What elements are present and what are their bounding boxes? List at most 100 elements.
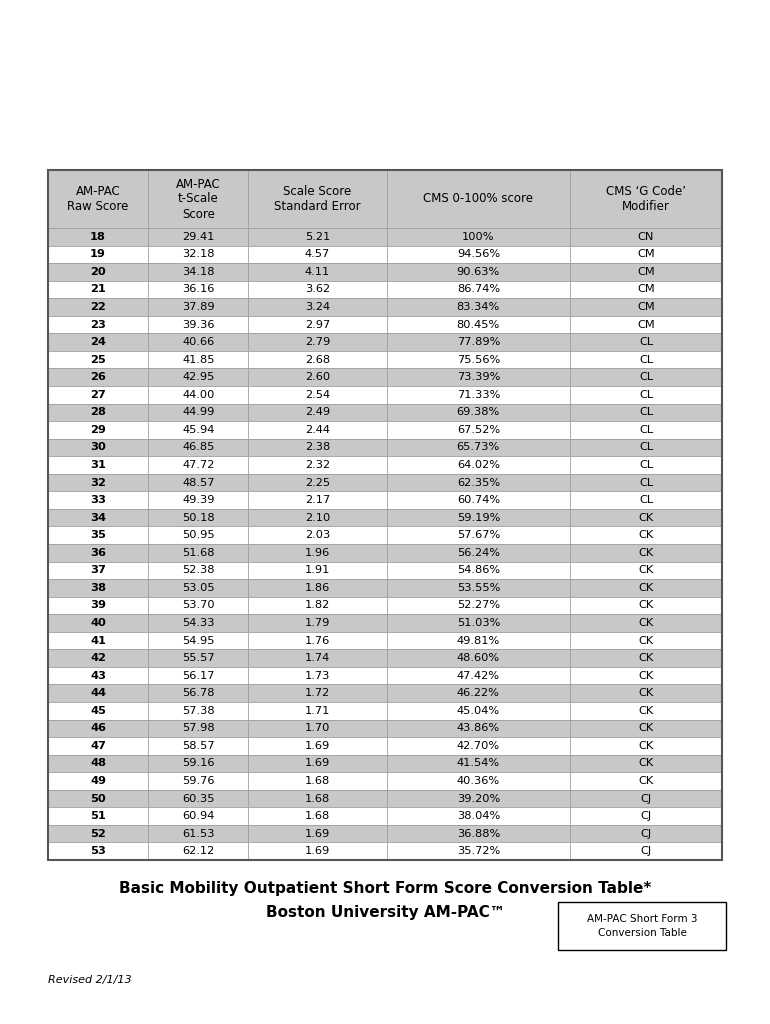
Text: 51: 51 bbox=[90, 811, 106, 821]
Text: CN: CN bbox=[638, 231, 654, 242]
Text: 52: 52 bbox=[90, 828, 106, 839]
Bar bbox=[48, 228, 149, 246]
Text: 2.03: 2.03 bbox=[305, 530, 330, 541]
Bar bbox=[249, 228, 387, 246]
Text: 49.81%: 49.81% bbox=[457, 636, 500, 645]
Text: 2.97: 2.97 bbox=[305, 319, 330, 330]
Text: 36.88%: 36.88% bbox=[457, 828, 500, 839]
Bar bbox=[387, 702, 570, 720]
Text: CM: CM bbox=[637, 285, 654, 295]
Bar bbox=[387, 649, 570, 667]
Bar bbox=[387, 421, 570, 438]
Bar bbox=[570, 561, 722, 580]
Bar bbox=[149, 281, 249, 298]
Text: 57.98: 57.98 bbox=[182, 723, 215, 733]
Text: 2.44: 2.44 bbox=[305, 425, 330, 435]
Bar bbox=[570, 667, 722, 684]
Text: 41: 41 bbox=[90, 636, 106, 645]
Bar bbox=[387, 281, 570, 298]
Bar bbox=[149, 632, 249, 649]
Bar bbox=[570, 614, 722, 632]
Text: 58.57: 58.57 bbox=[182, 741, 215, 751]
Text: 44: 44 bbox=[90, 688, 106, 698]
Bar bbox=[48, 807, 149, 825]
Bar bbox=[249, 667, 387, 684]
Bar bbox=[570, 843, 722, 860]
Bar bbox=[249, 755, 387, 772]
Text: 59.76: 59.76 bbox=[182, 776, 215, 786]
Text: 83.34%: 83.34% bbox=[457, 302, 500, 312]
Bar bbox=[48, 246, 149, 263]
Bar bbox=[249, 298, 387, 315]
Bar bbox=[48, 474, 149, 492]
Text: 26: 26 bbox=[90, 372, 106, 382]
Bar bbox=[48, 632, 149, 649]
Bar bbox=[249, 369, 387, 386]
Text: 71.33%: 71.33% bbox=[457, 390, 500, 399]
Text: 46.22%: 46.22% bbox=[457, 688, 500, 698]
Text: CK: CK bbox=[638, 776, 654, 786]
Text: 100%: 100% bbox=[462, 231, 494, 242]
Text: 41.85: 41.85 bbox=[182, 354, 215, 365]
Bar bbox=[570, 509, 722, 526]
Text: 56.78: 56.78 bbox=[182, 688, 215, 698]
Text: CK: CK bbox=[638, 636, 654, 645]
Text: CM: CM bbox=[637, 267, 654, 276]
Bar bbox=[149, 597, 249, 614]
Bar bbox=[249, 544, 387, 561]
Text: CK: CK bbox=[638, 618, 654, 628]
Text: 45: 45 bbox=[90, 706, 106, 716]
Text: 3.24: 3.24 bbox=[305, 302, 330, 312]
Text: 1.68: 1.68 bbox=[305, 794, 330, 804]
Bar bbox=[387, 737, 570, 755]
Bar bbox=[387, 263, 570, 281]
Bar bbox=[249, 403, 387, 421]
Bar bbox=[149, 843, 249, 860]
Bar bbox=[570, 544, 722, 561]
Text: 67.52%: 67.52% bbox=[457, 425, 500, 435]
Bar bbox=[149, 492, 249, 509]
Bar bbox=[48, 702, 149, 720]
Bar bbox=[387, 170, 570, 228]
Bar bbox=[149, 509, 249, 526]
Text: 62.35%: 62.35% bbox=[457, 477, 500, 487]
Text: CK: CK bbox=[638, 600, 654, 610]
Bar bbox=[149, 421, 249, 438]
Text: 2.38: 2.38 bbox=[305, 442, 330, 453]
Text: CMS ‘G Code’
Modifier: CMS ‘G Code’ Modifier bbox=[606, 185, 686, 213]
Bar bbox=[249, 492, 387, 509]
Bar bbox=[48, 755, 149, 772]
Bar bbox=[570, 580, 722, 597]
Text: 1.68: 1.68 bbox=[305, 811, 330, 821]
Text: CL: CL bbox=[639, 372, 653, 382]
Bar bbox=[249, 438, 387, 457]
Bar bbox=[249, 281, 387, 298]
Bar bbox=[149, 720, 249, 737]
Bar bbox=[249, 702, 387, 720]
Bar bbox=[149, 772, 249, 790]
Bar bbox=[387, 544, 570, 561]
Bar bbox=[249, 334, 387, 351]
Text: 2.10: 2.10 bbox=[305, 513, 330, 522]
Text: CK: CK bbox=[638, 723, 654, 733]
Bar bbox=[249, 597, 387, 614]
Bar bbox=[387, 509, 570, 526]
Bar bbox=[149, 825, 249, 843]
Bar bbox=[249, 772, 387, 790]
Bar bbox=[387, 667, 570, 684]
Text: CJ: CJ bbox=[641, 846, 651, 856]
Text: 1.96: 1.96 bbox=[305, 548, 330, 558]
Bar bbox=[249, 632, 387, 649]
Bar bbox=[570, 334, 722, 351]
Bar bbox=[570, 386, 722, 403]
Text: CK: CK bbox=[638, 688, 654, 698]
Text: CL: CL bbox=[639, 442, 653, 453]
Bar bbox=[48, 614, 149, 632]
Bar bbox=[48, 790, 149, 807]
Text: 42: 42 bbox=[90, 653, 106, 664]
Bar bbox=[387, 825, 570, 843]
Bar bbox=[570, 421, 722, 438]
Bar bbox=[48, 369, 149, 386]
Bar bbox=[570, 720, 722, 737]
Text: 61.53: 61.53 bbox=[182, 828, 215, 839]
